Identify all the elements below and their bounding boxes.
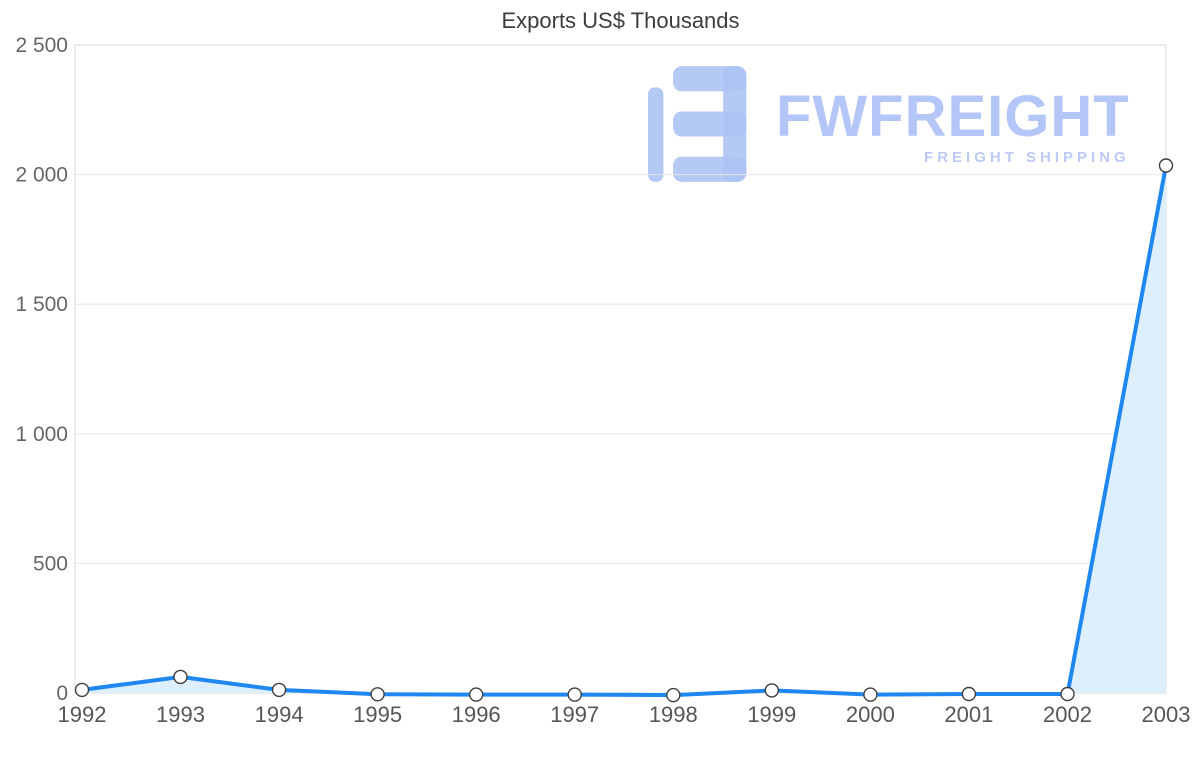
svg-text:1 000: 1 000 [15,423,68,446]
svg-text:1 500: 1 500 [15,293,68,316]
svg-text:2002: 2002 [1043,702,1092,727]
svg-text:1992: 1992 [58,702,107,727]
svg-text:1997: 1997 [550,702,599,727]
svg-text:2 000: 2 000 [15,164,68,187]
svg-text:1999: 1999 [747,702,796,727]
svg-text:1998: 1998 [649,702,698,727]
svg-text:1994: 1994 [255,702,304,727]
svg-text:500: 500 [33,552,68,575]
chart-title: Exports US$ Thousands [501,8,740,33]
svg-text:2001: 2001 [944,702,993,727]
svg-text:1995: 1995 [353,702,402,727]
svg-text:2003: 2003 [1142,702,1191,727]
svg-text:2 500: 2 500 [15,34,68,57]
svg-text:0: 0 [56,682,68,705]
svg-text:1996: 1996 [452,702,501,727]
svg-text:1993: 1993 [156,702,205,727]
svg-text:2000: 2000 [846,702,895,727]
